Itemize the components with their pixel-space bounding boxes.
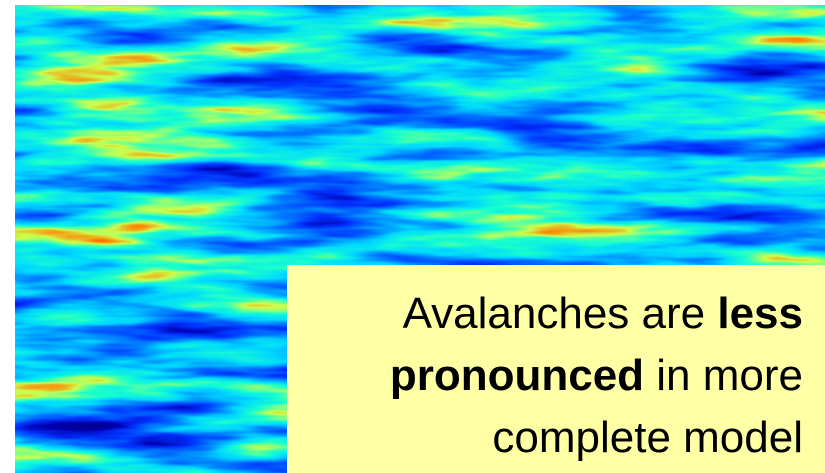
- callout-text: in more complete model: [492, 351, 803, 462]
- heatmap-image: [15, 5, 825, 473]
- callout-bold-text: pronounced: [389, 351, 645, 400]
- callout-text: Avalanches are: [402, 289, 718, 338]
- callout-box: Avalanches are less pronounced in more c…: [287, 265, 825, 473]
- callout-bold-text: less: [717, 289, 803, 338]
